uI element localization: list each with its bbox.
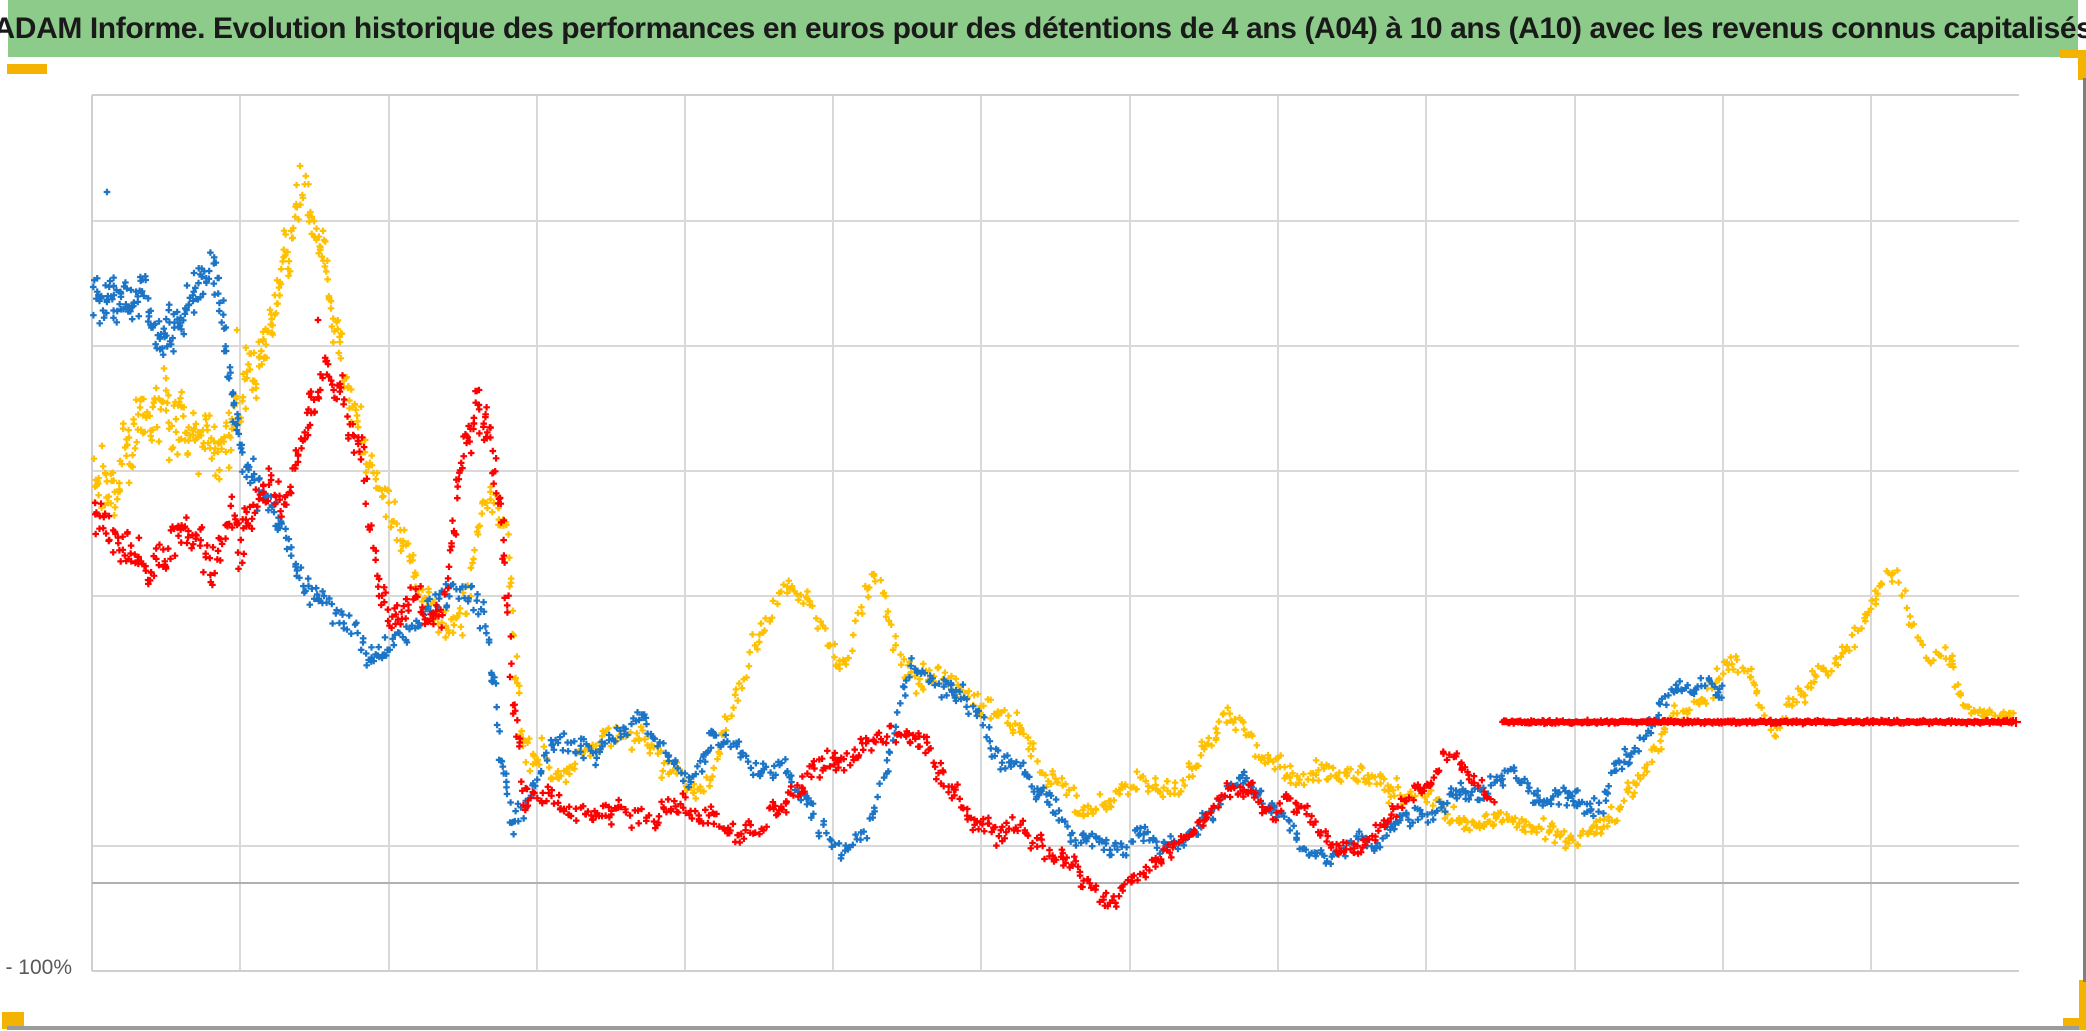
serie-jaune-points — [90, 162, 2017, 852]
page-title: ADAM Informe. Evolution historique des p… — [0, 11, 2086, 45]
crop-handle-top-right-icon[interactable] — [2060, 50, 2086, 58]
title-bar: ADAM Informe. Evolution historique des p… — [0, 0, 2086, 57]
serie-bleue-points — [90, 188, 1726, 868]
serie-rouge-points — [91, 316, 2021, 910]
y-axis-tick-label: - 100% — [5, 956, 72, 979]
chart-canvas — [90, 94, 2021, 972]
crop-handle-bottom-left[interactable] — [2, 1012, 24, 1029]
crop-handle-top-right-arm[interactable] — [2078, 50, 2086, 80]
window-right-edge — [2083, 78, 2086, 982]
crop-handle-bottom-right-icon[interactable] — [2079, 980, 2086, 1028]
crop-handle-top-left[interactable] — [7, 64, 47, 74]
scatter-chart — [0, 60, 2086, 1020]
window-bottom-edge — [7, 1026, 2079, 1030]
